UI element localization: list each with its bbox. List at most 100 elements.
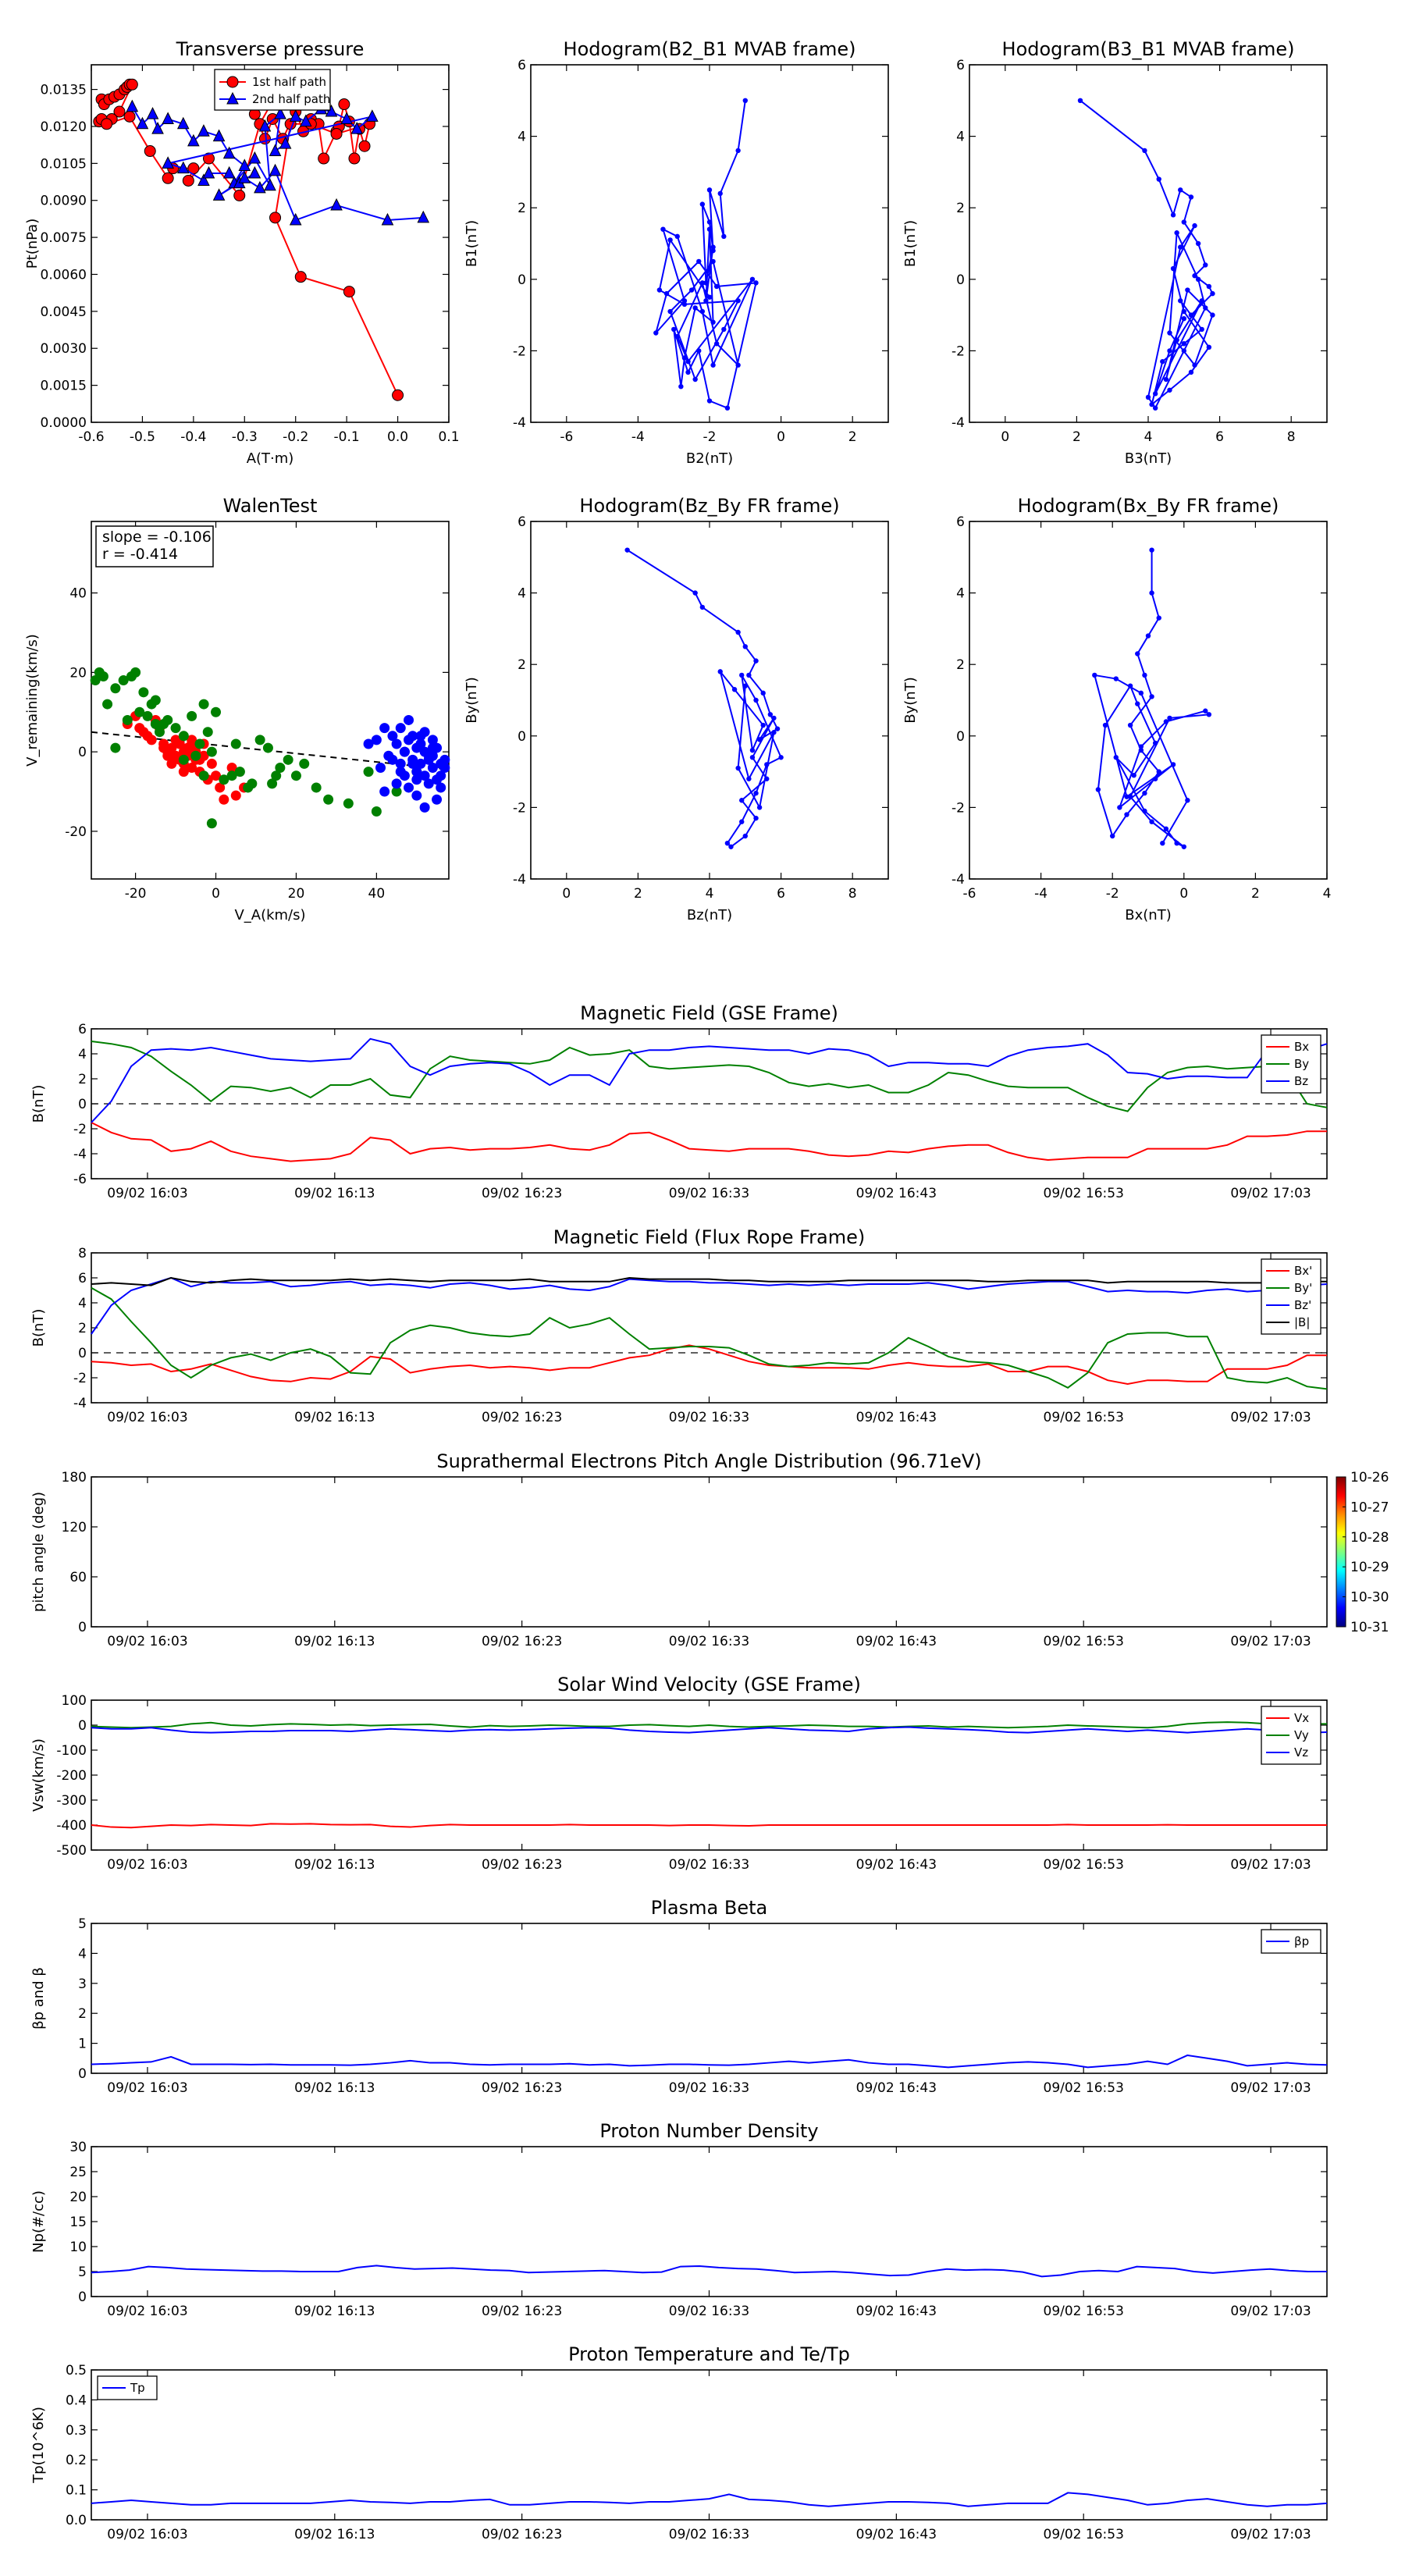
vsw-legend: Vx Vy Vz [1261, 1706, 1321, 1765]
tp-point [417, 210, 430, 223]
tp-xtick-label: -0.4 [180, 429, 206, 445]
pad-ytick-label: 180 [62, 1470, 87, 1485]
walen-point [178, 754, 189, 765]
walen-point [439, 763, 450, 774]
hxy-point [1127, 794, 1133, 799]
walen-point [419, 802, 430, 813]
tp-xtick-label: 0.1 [438, 429, 459, 445]
hxy-point [1203, 708, 1208, 713]
h21-point [699, 280, 706, 286]
walen-point [404, 714, 414, 725]
h21-ytick-label: 2 [518, 201, 526, 216]
tp2-ytick-label: 0.3 [66, 2423, 87, 2439]
h21-point [710, 319, 716, 325]
h21-point [713, 283, 720, 290]
beta-xtick-label: 09/02 16:53 [1044, 2080, 1124, 2096]
hzy-series-0 [624, 547, 784, 849]
tp-ytick-label: 0.0090 [41, 194, 87, 209]
tp-xtick-label: -0.2 [283, 429, 308, 445]
pad-ytick-label: 0 [78, 1620, 87, 1635]
beta-ytick-label: 0 [78, 2066, 87, 2082]
h31-xtick-label: 0 [1001, 429, 1009, 445]
tp-point [101, 118, 113, 130]
tp-point [144, 145, 156, 158]
h31-point [1174, 337, 1179, 343]
vsw-legend-label: Vz [1294, 1745, 1308, 1759]
h31-yaxis: -4 -2 0 2 4 6 [951, 58, 1327, 431]
h31-point [1199, 326, 1204, 333]
tp2-legend: Tp [97, 2375, 158, 2400]
h31-point [1203, 262, 1208, 268]
tp-legend-label: 2nd half path [252, 92, 330, 106]
walen-point [102, 699, 113, 710]
walen-point [343, 798, 354, 809]
bgse-xtick-label: 09/02 16:33 [669, 1186, 749, 1201]
h21-point [663, 290, 670, 297]
tp-point [366, 109, 379, 122]
vsw-title: Solar Wind Velocity (GSE Frame) [557, 1674, 861, 1695]
h31-ytick-label: -2 [951, 343, 965, 359]
hxy-xtick-label: 4 [1323, 886, 1332, 902]
np-ytick-label: 15 [69, 2215, 87, 2230]
walen-title: WalenTest [223, 495, 318, 517]
bgse-xtick-label: 09/02 16:23 [482, 1186, 562, 1201]
bgse-ytick-label: 6 [78, 1022, 87, 1037]
hxy-point [1135, 701, 1140, 706]
bfr-legend-label: By' [1294, 1281, 1312, 1295]
h31-point [1156, 176, 1161, 182]
hxy-point [1160, 841, 1165, 846]
hxy-point [1092, 672, 1097, 678]
beta-series-0 [91, 2054, 1328, 2069]
hzy-xtick-label: 4 [706, 886, 714, 902]
hxy-point [1124, 794, 1129, 799]
h31-point [1170, 265, 1176, 272]
hzy-ylabel: By(nT) [464, 677, 480, 723]
walen-point [146, 735, 157, 745]
tp-ytick-label: 0.0030 [41, 341, 87, 357]
bgse-ytick-label: -4 [73, 1147, 87, 1162]
h31-series-0 [1077, 98, 1215, 411]
tp-point [197, 124, 210, 137]
h31-point [1192, 222, 1197, 229]
tp-point [222, 165, 236, 179]
bfr-legend-label: Bx' [1294, 1264, 1312, 1278]
hxy-point [1110, 833, 1115, 839]
tp-xtick-label: -0.6 [78, 429, 104, 445]
h31-point [1181, 341, 1187, 347]
tp-point [248, 151, 261, 164]
bfr-xtick-label: 09/02 16:23 [482, 1410, 562, 1425]
h31-point [1142, 148, 1147, 154]
pad-colorbar-label: 10-31 [1350, 1620, 1389, 1635]
h31-point [1181, 348, 1187, 354]
bgse-series-2 [91, 1037, 1328, 1123]
tp-point [123, 110, 136, 123]
h21-point [721, 233, 727, 240]
hxy-point [1131, 772, 1136, 778]
np-xtick-label: 09/02 16:13 [294, 2304, 375, 2319]
bfr-series-1 [91, 1286, 1328, 1390]
hxy-point [1149, 694, 1154, 699]
walen-point [98, 671, 108, 681]
h31-point [1185, 287, 1190, 293]
h31-xlabel: B3(nT) [1125, 450, 1172, 467]
hxy-point [1127, 722, 1133, 728]
bfr-ytick-label: 4 [78, 1296, 87, 1311]
tp-xtick-label: -0.5 [130, 429, 155, 445]
tp-point [126, 99, 139, 112]
vsw-frame [91, 1699, 1328, 1851]
hxy-point [1163, 719, 1169, 724]
vsw-legend-label: Vx [1294, 1711, 1309, 1725]
beta-xtick-label: 09/02 16:03 [107, 2080, 187, 2096]
np-title: Proton Number Density [599, 2120, 818, 2142]
walen-point [226, 763, 237, 774]
np-xtick-label: 09/02 16:33 [669, 2304, 749, 2319]
hzy-point [760, 690, 766, 696]
h21-point [692, 305, 698, 311]
pad-ytick-label: 120 [62, 1520, 87, 1535]
h21-point [696, 348, 702, 354]
tp-point [162, 172, 174, 184]
tp2-ytick-label: 0.5 [66, 2363, 87, 2379]
h31-point [1167, 330, 1172, 336]
bfr-title: Magnetic Field (Flux Rope Frame) [553, 1226, 865, 1248]
beta-xtick-label: 09/02 16:33 [669, 2080, 749, 2096]
